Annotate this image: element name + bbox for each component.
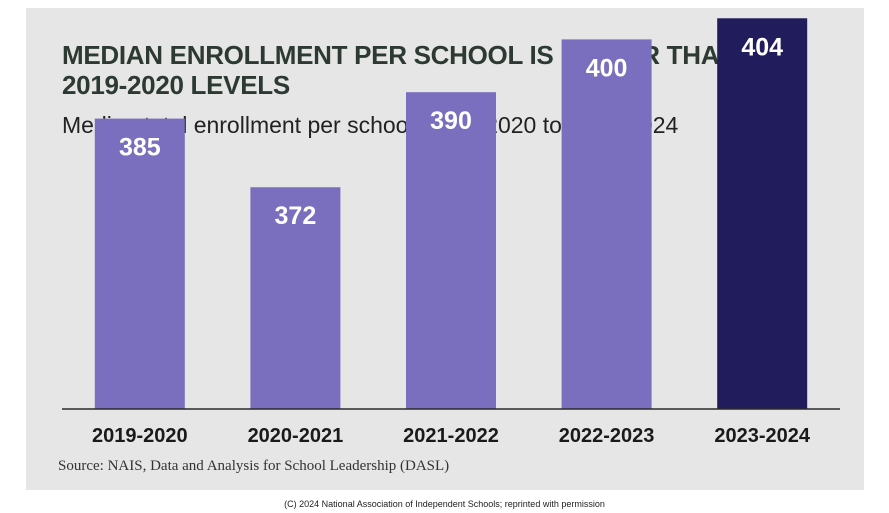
data-label-2023-2024: 404 [741, 33, 783, 61]
bar-2019-2020 [94, 118, 185, 409]
bar-2021-2022 [406, 92, 496, 409]
x-tick-label-2021-2022: 2021-2022 [403, 425, 499, 447]
data-label-2019-2020: 385 [119, 134, 161, 162]
bar-2020-2021 [250, 187, 341, 409]
source-note: Source: NAIS, Data and Analysis for Scho… [58, 458, 450, 474]
data-label-2022-2023: 400 [586, 54, 628, 82]
bar-2023-2024 [717, 18, 808, 409]
chart-panel: MEDIAN ENROLLMENT PER SCHOOL IS HIGHER T… [26, 8, 864, 490]
x-tick-label-2020-2021: 2020-2021 [248, 425, 344, 447]
x-tick-label-2022-2023: 2022-2023 [559, 425, 655, 447]
data-label-2020-2021: 372 [275, 202, 317, 230]
data-label-2021-2022: 390 [430, 107, 472, 135]
bar-chart: 385 2019-2020 372 2020-2021 390 2021-2022 400 2… [62, 18, 840, 447]
copyright-notice: (C) 2024 National Association of Indepen… [284, 499, 605, 509]
bar-2022-2023 [561, 39, 652, 410]
x-tick-label-2019-2020: 2019-2020 [92, 425, 188, 447]
x-tick-label-2023-2024: 2023-2024 [714, 425, 811, 447]
